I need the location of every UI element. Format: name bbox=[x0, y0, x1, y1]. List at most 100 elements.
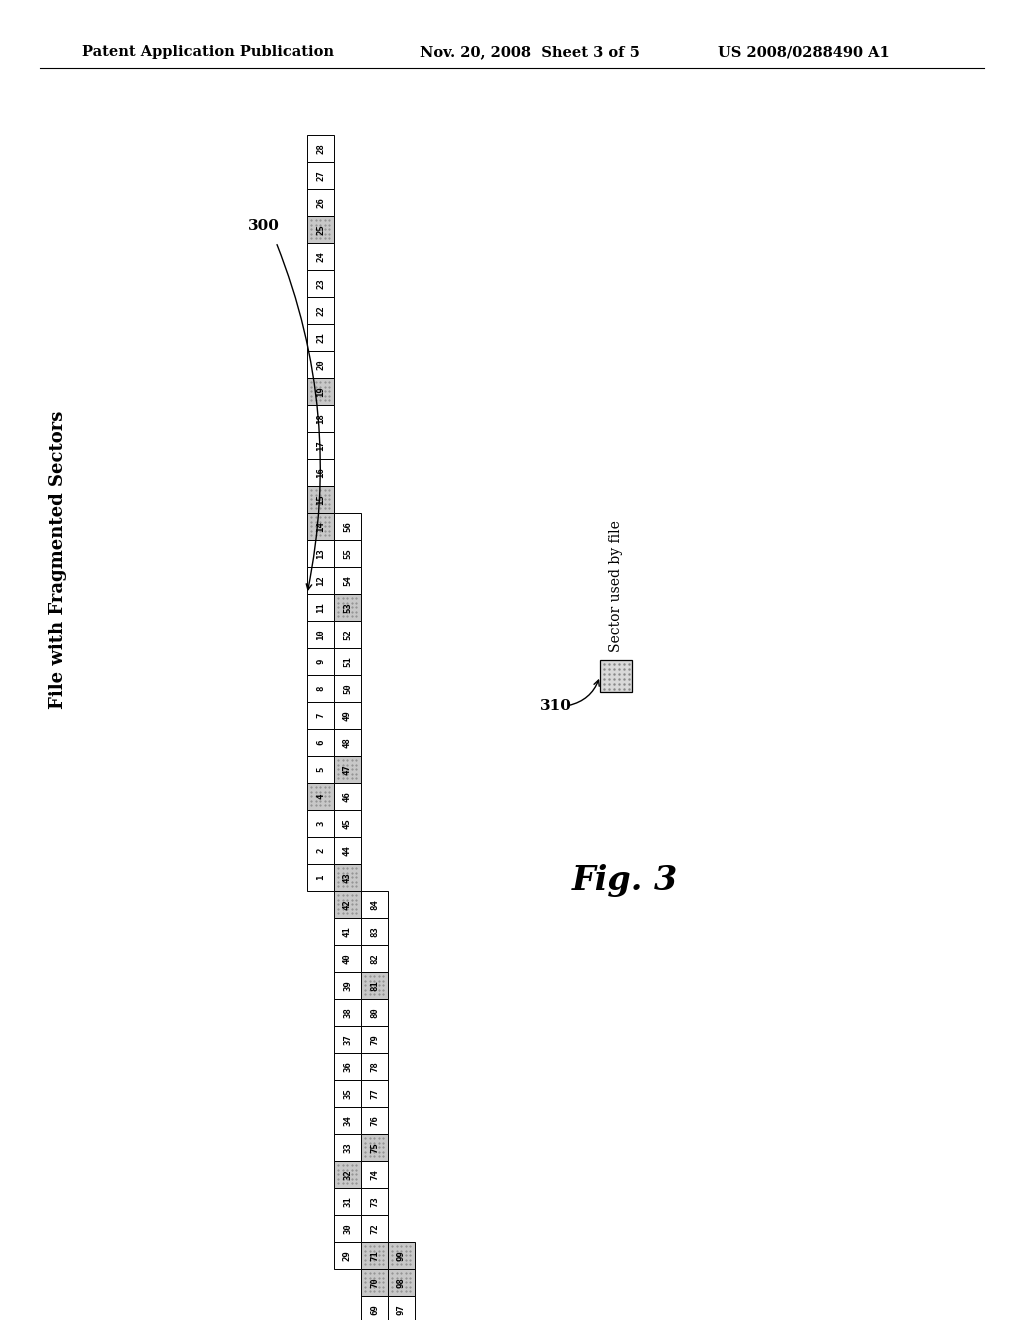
Bar bbox=[334, 1080, 361, 1107]
Bar bbox=[334, 917, 361, 945]
Text: 42: 42 bbox=[343, 899, 352, 909]
Text: 8: 8 bbox=[316, 686, 325, 692]
Bar bbox=[307, 702, 334, 729]
Text: 300: 300 bbox=[248, 219, 280, 234]
Text: 39: 39 bbox=[343, 981, 352, 991]
Text: 81: 81 bbox=[370, 981, 379, 991]
Text: 72: 72 bbox=[370, 1224, 379, 1234]
Text: 7: 7 bbox=[316, 713, 325, 718]
Bar bbox=[307, 513, 334, 540]
Text: 69: 69 bbox=[370, 1304, 379, 1315]
Bar bbox=[307, 783, 334, 810]
Bar bbox=[361, 1053, 388, 1080]
Bar bbox=[307, 271, 334, 297]
Text: 36: 36 bbox=[343, 1061, 352, 1072]
Text: 79: 79 bbox=[370, 1034, 379, 1045]
Text: 16: 16 bbox=[316, 467, 325, 478]
Bar bbox=[334, 945, 361, 972]
Bar bbox=[334, 837, 361, 865]
Bar bbox=[334, 1214, 361, 1242]
Bar bbox=[361, 1242, 388, 1269]
Bar bbox=[334, 1162, 361, 1188]
Text: 99: 99 bbox=[397, 1250, 406, 1261]
Text: 43: 43 bbox=[343, 873, 352, 883]
Bar bbox=[388, 1242, 415, 1269]
Text: 5: 5 bbox=[316, 767, 325, 772]
Bar bbox=[361, 891, 388, 917]
Bar bbox=[307, 459, 334, 486]
Text: 12: 12 bbox=[316, 576, 325, 586]
Text: 22: 22 bbox=[316, 305, 325, 315]
Text: 35: 35 bbox=[343, 1088, 352, 1098]
Bar bbox=[307, 594, 334, 620]
Text: 48: 48 bbox=[343, 737, 352, 748]
Text: 75: 75 bbox=[370, 1142, 379, 1152]
Text: 53: 53 bbox=[343, 602, 352, 612]
Text: 23: 23 bbox=[316, 279, 325, 289]
Bar bbox=[600, 660, 632, 692]
Bar bbox=[307, 486, 334, 513]
Text: Sector used by file: Sector used by file bbox=[609, 520, 623, 652]
Text: 46: 46 bbox=[343, 791, 352, 801]
Bar bbox=[334, 594, 361, 620]
Bar bbox=[361, 1188, 388, 1214]
Text: 51: 51 bbox=[343, 656, 352, 667]
Text: 73: 73 bbox=[370, 1196, 379, 1206]
Text: Patent Application Publication: Patent Application Publication bbox=[82, 45, 334, 59]
Text: 33: 33 bbox=[343, 1142, 352, 1152]
Text: 47: 47 bbox=[343, 764, 352, 775]
Text: 98: 98 bbox=[397, 1278, 406, 1288]
Text: 2: 2 bbox=[316, 847, 325, 853]
Text: 14: 14 bbox=[316, 521, 325, 532]
Text: 28: 28 bbox=[316, 143, 325, 154]
Bar bbox=[334, 810, 361, 837]
Bar bbox=[388, 1296, 415, 1320]
Text: 11: 11 bbox=[316, 602, 325, 612]
Bar bbox=[307, 323, 334, 351]
Text: 49: 49 bbox=[343, 710, 352, 721]
Text: 50: 50 bbox=[343, 684, 352, 694]
Bar bbox=[334, 1134, 361, 1162]
Bar bbox=[361, 1080, 388, 1107]
Text: 45: 45 bbox=[343, 818, 352, 829]
Bar bbox=[361, 1134, 388, 1162]
Bar bbox=[334, 1026, 361, 1053]
Bar bbox=[307, 540, 334, 568]
Text: 78: 78 bbox=[370, 1061, 379, 1072]
Bar bbox=[334, 1053, 361, 1080]
Text: 13: 13 bbox=[316, 548, 325, 558]
Text: 80: 80 bbox=[370, 1007, 379, 1018]
Text: US 2008/0288490 A1: US 2008/0288490 A1 bbox=[718, 45, 890, 59]
Bar bbox=[334, 729, 361, 756]
Text: 3: 3 bbox=[316, 821, 325, 826]
Text: 20: 20 bbox=[316, 359, 325, 370]
Text: 41: 41 bbox=[343, 927, 352, 937]
Text: 83: 83 bbox=[370, 927, 379, 937]
Bar bbox=[361, 972, 388, 999]
Text: 56: 56 bbox=[343, 521, 352, 532]
Text: Nov. 20, 2008  Sheet 3 of 5: Nov. 20, 2008 Sheet 3 of 5 bbox=[420, 45, 640, 59]
Bar bbox=[361, 1107, 388, 1134]
Text: 1: 1 bbox=[316, 875, 325, 880]
Bar bbox=[307, 432, 334, 459]
Bar bbox=[334, 999, 361, 1026]
Text: 4: 4 bbox=[316, 793, 325, 799]
Text: 18: 18 bbox=[316, 413, 325, 424]
Text: 55: 55 bbox=[343, 548, 352, 558]
Bar bbox=[361, 1214, 388, 1242]
Text: 6: 6 bbox=[316, 739, 325, 746]
Bar bbox=[334, 702, 361, 729]
Bar bbox=[307, 297, 334, 323]
Bar bbox=[334, 972, 361, 999]
Text: 10: 10 bbox=[316, 630, 325, 640]
Text: 71: 71 bbox=[370, 1250, 379, 1261]
Text: 34: 34 bbox=[343, 1115, 352, 1126]
Bar bbox=[307, 351, 334, 378]
Bar bbox=[361, 1296, 388, 1320]
Text: File with Fragmented Sectors: File with Fragmented Sectors bbox=[49, 411, 67, 709]
Bar bbox=[334, 513, 361, 540]
Text: 19: 19 bbox=[316, 387, 325, 397]
Bar bbox=[307, 135, 334, 162]
Bar bbox=[307, 729, 334, 756]
Text: 52: 52 bbox=[343, 630, 352, 640]
